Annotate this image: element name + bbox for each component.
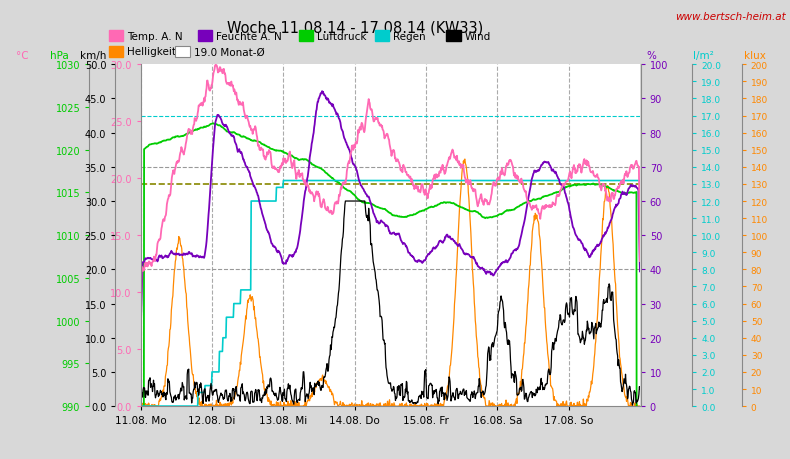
Text: klux: klux: [743, 50, 766, 61]
Text: l/m²: l/m²: [693, 50, 713, 61]
Text: www.bertsch-heim.at: www.bertsch-heim.at: [675, 11, 786, 22]
Text: Helligkeit: Helligkeit: [127, 47, 176, 57]
Text: %: %: [647, 50, 656, 61]
Text: °C: °C: [16, 50, 28, 61]
Text: Feuchte A. N: Feuchte A. N: [216, 32, 281, 42]
Text: km/h: km/h: [80, 50, 107, 61]
Text: Woche 11.08.14 - 17.08.14 (KW33): Woche 11.08.14 - 17.08.14 (KW33): [228, 21, 483, 36]
Text: Temp. A. N: Temp. A. N: [127, 32, 182, 42]
Text: hPa: hPa: [50, 50, 69, 61]
Text: Regen: Regen: [393, 32, 426, 42]
Text: Luftdruck: Luftdruck: [317, 32, 367, 42]
Text: Wind: Wind: [465, 32, 491, 42]
Text: 19.0 Monat-Ø: 19.0 Monat-Ø: [194, 47, 265, 57]
